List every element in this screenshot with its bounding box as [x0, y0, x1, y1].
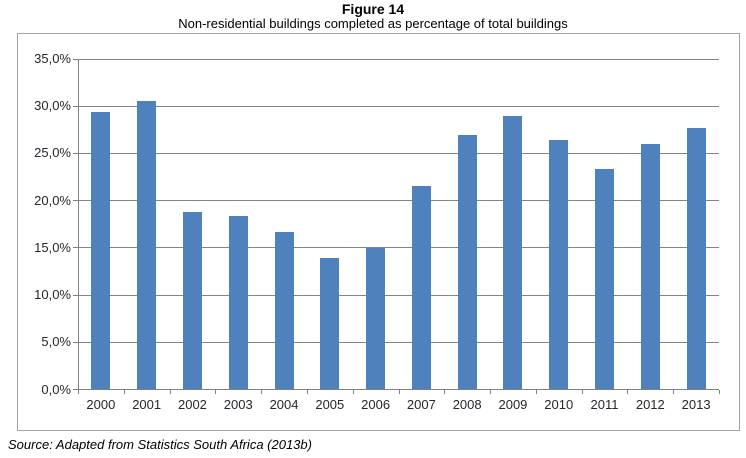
x-tick [535, 389, 537, 394]
x-tick [398, 389, 400, 394]
x-tick-label: 2009 [498, 397, 528, 412]
bar-2000 [91, 111, 111, 390]
x-tick [444, 389, 446, 394]
gridline [78, 152, 719, 154]
x-tick [215, 389, 217, 394]
x-tick-label: 2010 [544, 397, 574, 412]
y-tick-label: 35,0% [34, 51, 71, 66]
y-axis [78, 59, 79, 391]
bar-2008 [457, 135, 477, 390]
x-tick-label: 2005 [315, 397, 345, 412]
bar-2001 [137, 100, 157, 390]
x-tick-label: 2006 [361, 397, 391, 412]
y-tick [73, 341, 78, 343]
y-tick [73, 152, 78, 154]
y-tick [73, 200, 78, 202]
y-tick [73, 58, 78, 60]
x-tick [627, 389, 629, 394]
x-tick [169, 389, 171, 394]
y-tick-label: 0,0% [41, 381, 71, 397]
bar-2005 [320, 258, 340, 390]
x-tick [78, 389, 79, 394]
x-tick [673, 389, 675, 394]
y-tick-label: 15,0% [34, 239, 71, 255]
x-tick-label: 2008 [452, 397, 482, 412]
y-tick [73, 247, 78, 249]
bar-2012 [640, 143, 660, 390]
x-tick-label: 2011 [590, 397, 619, 412]
bar-2013 [686, 127, 706, 390]
bar-2004 [274, 231, 294, 390]
bar-2002 [182, 211, 202, 390]
bar-2009 [503, 115, 523, 390]
gridline [78, 105, 719, 107]
bar-2006 [366, 247, 386, 390]
bar-chart: 0,0% 5,0% 10,0% 15,0% 20,0% 25,0% 30,0% 35,0% 20… [17, 33, 740, 431]
x-tick-label: 2013 [681, 397, 711, 412]
x-tick-label: 2007 [406, 397, 436, 412]
x-tick [719, 389, 720, 394]
x-tick-label: 2003 [223, 397, 253, 412]
gridline [78, 58, 719, 60]
x-tick-label: 2002 [177, 397, 207, 412]
y-tick [73, 105, 78, 107]
x-tick-label: 2000 [86, 397, 116, 412]
x-tick-label: 2012 [635, 397, 665, 412]
gridline [78, 200, 719, 202]
x-tick [261, 389, 263, 394]
y-tick-label: 10,0% [34, 287, 71, 303]
x-tick-label: 2001 [132, 397, 162, 412]
plot-area: 0,0% 5,0% 10,0% 15,0% 20,0% 25,0% 30,0% 35,0% 20… [18, 34, 739, 430]
figure-subtitle: Non-residential buildings completed as p… [178, 16, 568, 31]
y-tick-label: 5,0% [41, 334, 71, 350]
x-tick [306, 389, 308, 394]
x-tick [123, 389, 125, 394]
bar-2007 [411, 186, 431, 390]
y-tick [73, 294, 78, 296]
x-tick [581, 389, 583, 394]
source-note: Source: Adapted from Statistics South Af… [8, 437, 312, 452]
x-tick [490, 389, 492, 394]
x-tick [352, 389, 354, 394]
figure-title: Figure 14 [341, 1, 405, 17]
gridline [78, 341, 719, 343]
bar-2011 [595, 168, 615, 390]
gridline [78, 294, 719, 296]
bar-2003 [228, 215, 248, 390]
x-tick-label: 2004 [269, 397, 299, 412]
y-tick-label: 20,0% [34, 192, 71, 208]
bar-2010 [549, 140, 569, 390]
x-axis [73, 389, 719, 390]
y-tick-label: 30,0% [34, 98, 71, 114]
gridline [78, 247, 719, 249]
y-tick-label: 25,0% [34, 145, 71, 161]
